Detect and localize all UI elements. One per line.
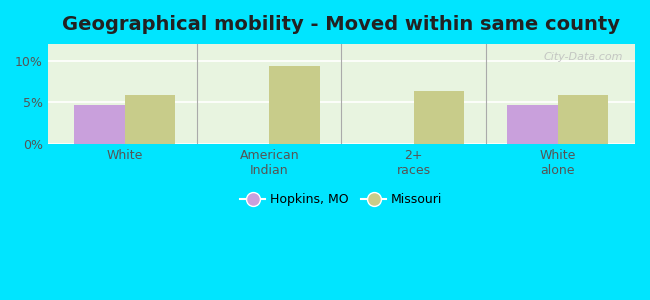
Bar	[558, 95, 608, 144]
Title: Geographical mobility - Moved within same county: Geographical mobility - Moved within sam…	[62, 15, 620, 34]
Bar	[269, 66, 320, 144]
Text: City-Data.com: City-Data.com	[544, 52, 623, 62]
Legend: Hopkins, MO, Missouri: Hopkins, MO, Missouri	[235, 188, 448, 211]
Bar	[75, 105, 125, 144]
Bar	[125, 95, 176, 144]
Bar	[413, 91, 464, 144]
Bar	[507, 105, 558, 144]
